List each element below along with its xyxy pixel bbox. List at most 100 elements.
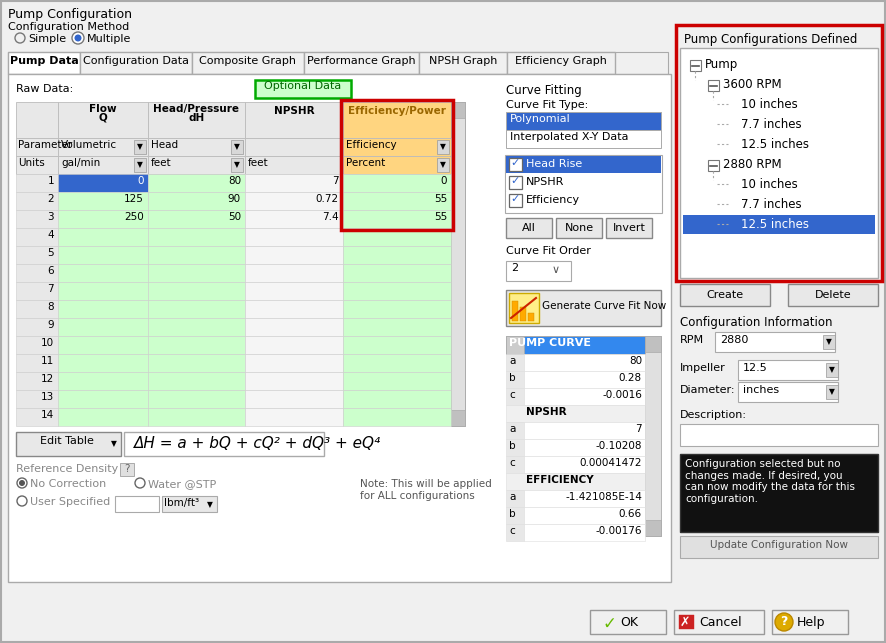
Bar	[506, 192, 661, 209]
Bar	[826, 385, 838, 399]
Text: 7.4: 7.4	[323, 212, 339, 222]
Bar	[162, 496, 217, 512]
Bar	[245, 228, 343, 246]
Bar	[245, 102, 343, 138]
Bar	[506, 473, 645, 490]
Bar	[524, 490, 645, 507]
Text: Q: Q	[98, 113, 107, 123]
Bar	[715, 332, 835, 352]
Bar	[58, 138, 148, 156]
Text: 13: 13	[41, 392, 54, 402]
Text: b: b	[509, 373, 516, 383]
Bar	[108, 436, 120, 452]
Bar	[343, 318, 451, 336]
Text: a: a	[509, 356, 516, 366]
Bar	[58, 246, 148, 264]
Text: 90: 90	[228, 194, 241, 204]
Bar	[524, 507, 645, 524]
Text: feet: feet	[151, 158, 172, 168]
Bar	[58, 264, 148, 282]
Text: 0.28: 0.28	[619, 373, 642, 383]
Bar	[58, 300, 148, 318]
Bar	[826, 363, 838, 377]
Bar	[148, 408, 245, 426]
Bar	[245, 336, 343, 354]
Circle shape	[135, 478, 145, 488]
Bar	[58, 390, 148, 408]
Bar	[231, 158, 243, 172]
Text: 12.5 inches: 12.5 inches	[741, 138, 809, 151]
Text: 0.00041472: 0.00041472	[579, 458, 642, 468]
Bar	[58, 228, 148, 246]
Bar	[58, 372, 148, 390]
Bar	[245, 246, 343, 264]
Bar	[524, 524, 645, 541]
Text: Delete: Delete	[815, 290, 851, 300]
Bar	[255, 80, 351, 98]
Text: ✗: ✗	[680, 616, 690, 629]
Circle shape	[17, 478, 27, 488]
Bar	[506, 336, 645, 354]
Bar	[148, 138, 245, 156]
Text: Configuration selected but no
changes made. If desired, you
can now modify the d: Configuration selected but no changes ma…	[685, 459, 855, 504]
Bar	[823, 335, 835, 349]
Text: 0: 0	[137, 176, 144, 186]
Text: ✓: ✓	[510, 194, 519, 204]
Text: 7.7 inches: 7.7 inches	[741, 198, 802, 211]
Bar	[506, 456, 524, 473]
Text: ✓: ✓	[510, 176, 519, 186]
Bar	[505, 155, 662, 213]
Bar	[148, 282, 245, 300]
Bar	[148, 318, 245, 336]
Bar	[343, 390, 451, 408]
Bar	[304, 52, 419, 74]
Bar	[16, 318, 58, 336]
Text: Configuration Data: Configuration Data	[83, 56, 189, 66]
Bar	[245, 174, 343, 192]
Bar	[738, 382, 838, 402]
Text: OK: OK	[620, 616, 638, 629]
Text: Curve Fitting: Curve Fitting	[506, 84, 582, 97]
Bar	[506, 524, 524, 541]
Bar	[509, 158, 522, 171]
Bar	[58, 354, 148, 372]
Text: Curve Fit Order: Curve Fit Order	[506, 246, 591, 256]
Bar	[645, 336, 661, 352]
Text: Curve Fit Type:: Curve Fit Type:	[506, 100, 588, 110]
Text: 7: 7	[332, 176, 339, 186]
Bar	[245, 318, 343, 336]
Text: 2: 2	[47, 194, 54, 204]
Text: Description:: Description:	[680, 410, 747, 420]
Bar	[343, 372, 451, 390]
Bar	[192, 52, 304, 74]
Bar	[680, 424, 878, 446]
Text: Pump: Pump	[705, 58, 738, 71]
Bar	[772, 610, 848, 634]
Bar	[506, 388, 524, 405]
Text: ?: ?	[781, 615, 788, 628]
Text: Flow: Flow	[89, 104, 117, 114]
Text: -0.10208: -0.10208	[595, 441, 642, 451]
Bar	[524, 422, 645, 439]
Bar	[245, 210, 343, 228]
Text: Pump Data: Pump Data	[10, 56, 78, 66]
Bar	[148, 390, 245, 408]
Text: Create: Create	[706, 290, 743, 300]
Bar	[506, 336, 524, 354]
Text: Impeller: Impeller	[680, 363, 726, 373]
Text: ✓: ✓	[603, 615, 617, 633]
Text: ▼: ▼	[826, 337, 832, 346]
Text: Update Configuration Now: Update Configuration Now	[710, 540, 848, 550]
Bar	[58, 156, 148, 174]
Bar	[58, 102, 148, 138]
Bar	[343, 192, 451, 210]
Text: Head/Pressure: Head/Pressure	[153, 104, 239, 114]
Bar	[16, 432, 121, 456]
Bar	[676, 25, 882, 281]
Text: 2: 2	[511, 263, 518, 273]
Text: 1: 1	[47, 176, 54, 186]
Bar	[343, 246, 451, 264]
Text: 250: 250	[124, 212, 144, 222]
Text: ▼: ▼	[440, 142, 446, 151]
Text: 2880: 2880	[720, 335, 749, 345]
